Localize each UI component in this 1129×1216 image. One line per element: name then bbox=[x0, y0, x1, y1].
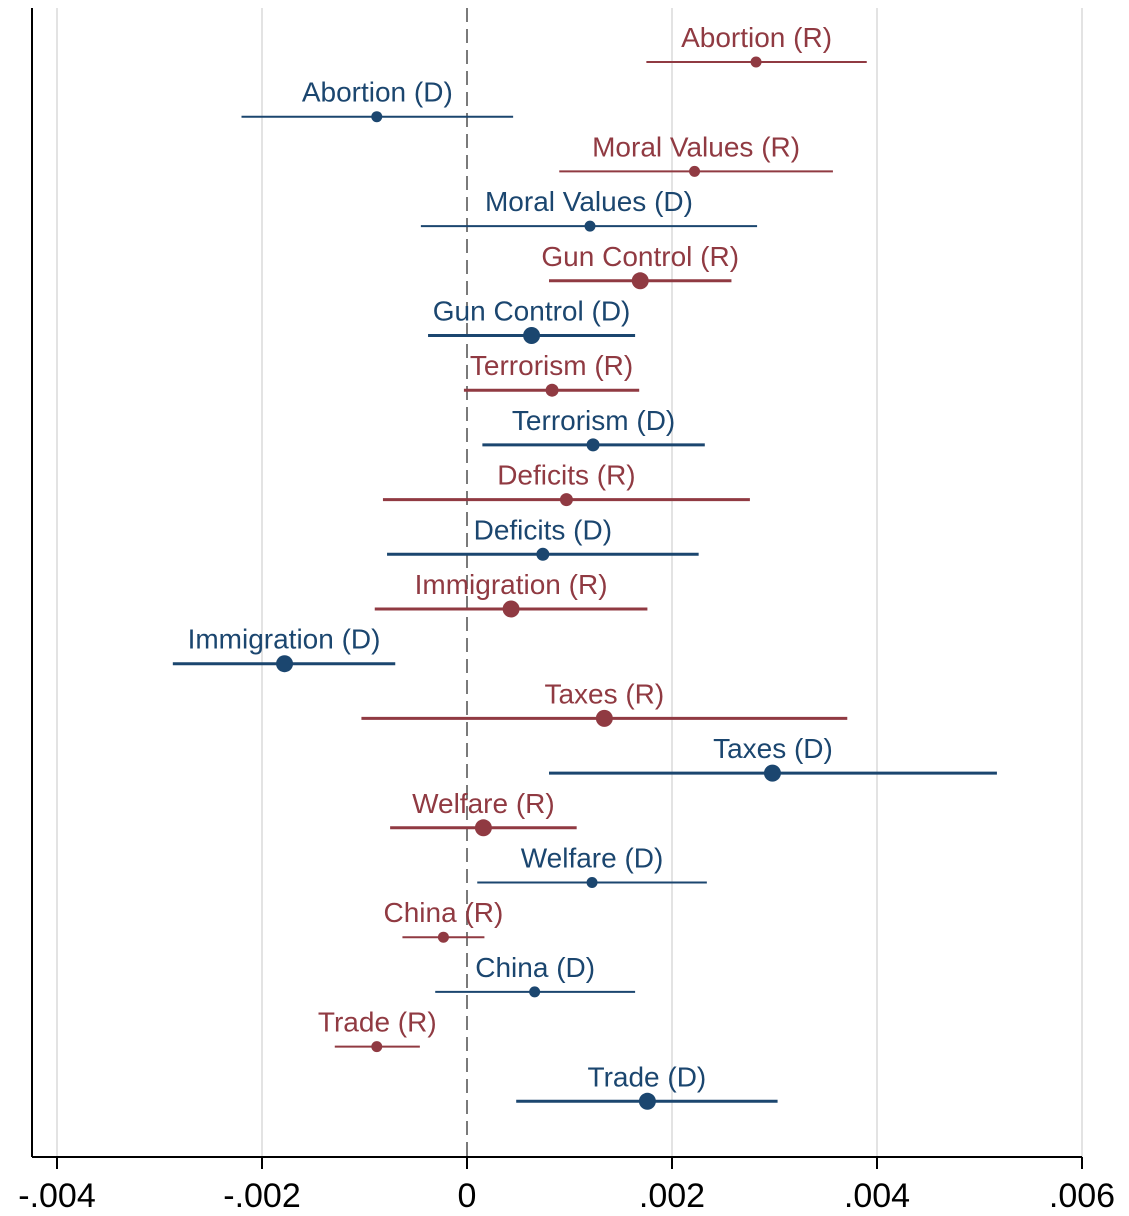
x-tick-label: .006 bbox=[1049, 1177, 1115, 1215]
point-estimate bbox=[529, 986, 541, 998]
point-estimate bbox=[631, 272, 649, 290]
estimate-row: Terrorism (D) bbox=[482, 405, 705, 452]
point-label: Trade (D) bbox=[588, 1061, 707, 1092]
estimate-row: Moral Values (D) bbox=[420, 186, 758, 232]
estimate-row: Trade (D) bbox=[516, 1061, 778, 1110]
x-tick-label: .004 bbox=[844, 1177, 910, 1215]
point-estimate bbox=[586, 877, 598, 888]
estimate-row: Gun Control (R) bbox=[541, 241, 739, 290]
point-label: China (D) bbox=[475, 952, 595, 983]
point-label: Moral Values (R) bbox=[592, 131, 800, 162]
estimate-row: Immigration (D) bbox=[172, 624, 396, 673]
point-label: Terrorism (D) bbox=[512, 405, 675, 436]
point-label: Deficits (D) bbox=[474, 514, 612, 545]
point-estimate bbox=[545, 383, 559, 397]
point-label: Immigration (R) bbox=[415, 569, 608, 600]
point-estimate bbox=[276, 655, 294, 673]
estimate-row: Abortion (R) bbox=[646, 22, 867, 68]
point-label: Gun Control (D) bbox=[433, 296, 631, 327]
point-estimate bbox=[586, 438, 600, 452]
point-label: Gun Control (R) bbox=[541, 241, 739, 272]
point-label: Taxes (R) bbox=[544, 678, 664, 709]
point-label: Deficits (R) bbox=[497, 460, 635, 491]
estimates: Abortion (R) Abortion (D) Moral Values (R)… bbox=[172, 22, 997, 1110]
estimate-row: China (R) bbox=[384, 897, 504, 943]
estimate-row: Terrorism (R) bbox=[463, 350, 640, 397]
estimate-row: China (D) bbox=[435, 952, 636, 998]
estimate-row: Deficits (R) bbox=[382, 460, 750, 507]
x-tick-label: 0 bbox=[458, 1177, 477, 1215]
point-estimate bbox=[559, 493, 573, 507]
point-label: Immigration (D) bbox=[188, 624, 381, 655]
point-label: Taxes (D) bbox=[713, 733, 833, 764]
estimate-row: Taxes (R) bbox=[361, 678, 848, 727]
point-label: Abortion (D) bbox=[302, 77, 453, 108]
estimate-row: Welfare (D) bbox=[477, 843, 707, 888]
point-estimate bbox=[750, 56, 762, 68]
estimate-row: Trade (R) bbox=[318, 1007, 437, 1053]
point-label: Moral Values (D) bbox=[485, 186, 693, 217]
x-axis-ticks: -.004 -.002 0 .002 .004 .006 bbox=[18, 1157, 1115, 1215]
point-label: Welfare (D) bbox=[521, 843, 664, 874]
point-estimate bbox=[474, 819, 492, 837]
point-label: China (R) bbox=[384, 897, 504, 928]
estimate-row: Taxes (D) bbox=[549, 733, 997, 782]
axes bbox=[31, 8, 1082, 1158]
estimate-row: Abortion (D) bbox=[241, 77, 514, 123]
point-estimate bbox=[523, 327, 541, 344]
point-estimate bbox=[437, 931, 449, 943]
point-estimate bbox=[689, 165, 701, 177]
x-tick-label: -.002 bbox=[223, 1177, 301, 1215]
estimate-row: Welfare (R) bbox=[390, 788, 577, 837]
point-estimate bbox=[371, 111, 383, 123]
point-label: Terrorism (R) bbox=[470, 350, 633, 381]
point-estimate bbox=[584, 220, 596, 232]
x-tick-label: .002 bbox=[639, 1177, 705, 1215]
point-estimate bbox=[595, 709, 613, 727]
estimate-row: Immigration (R) bbox=[374, 569, 648, 618]
point-label: Abortion (R) bbox=[681, 22, 832, 53]
estimate-row: Gun Control (D) bbox=[428, 296, 636, 344]
x-tick-label: -.004 bbox=[18, 1177, 96, 1215]
point-label: Trade (R) bbox=[318, 1007, 437, 1038]
estimate-row: Moral Values (R) bbox=[559, 131, 833, 177]
point-estimate bbox=[502, 600, 520, 618]
point-estimate bbox=[536, 547, 550, 561]
point-estimate bbox=[371, 1041, 383, 1053]
point-estimate bbox=[638, 1092, 656, 1110]
estimate-row: Deficits (D) bbox=[387, 514, 699, 561]
point-estimate bbox=[763, 764, 781, 782]
gridlines bbox=[56, 8, 1083, 1157]
point-label: Welfare (R) bbox=[412, 788, 555, 819]
